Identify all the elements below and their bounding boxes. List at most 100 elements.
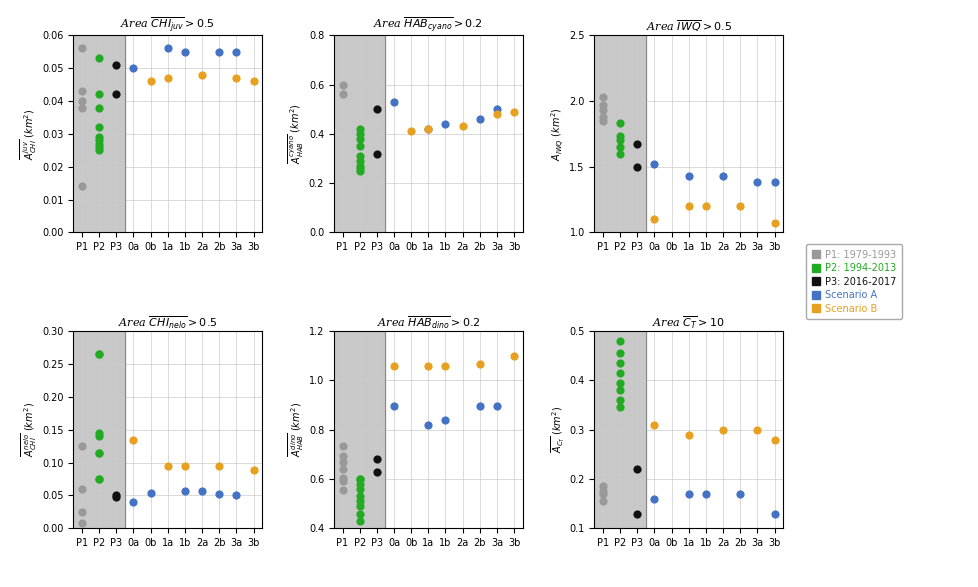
Point [646,215,662,224]
Point [595,482,610,491]
Point [646,494,662,504]
Point [143,76,158,86]
Point [177,487,193,496]
Point [159,43,175,53]
Point [351,164,367,173]
Legend: P1: 1979-1993, P2: 1994-2013, P3: 2016-2017, Scenario A, Scenario B: P1: 1979-1993, P2: 1994-2013, P3: 2016-2… [805,244,902,319]
Point [229,491,244,500]
Point [351,124,367,134]
Point [611,349,627,358]
Point [74,441,90,451]
Point [91,90,107,99]
Point [91,474,107,484]
Point [611,119,627,128]
Point [74,86,90,96]
Point [351,134,367,143]
Point [334,485,350,495]
Point [159,461,175,471]
Point [91,142,107,151]
Point [385,361,401,370]
Point [334,457,350,467]
Point [91,448,107,457]
Point [611,142,627,151]
Y-axis label: $\overline{A_{HAB}^{dino}}\ (km^2)$: $\overline{A_{HAB}^{dino}}\ (km^2)$ [287,402,306,457]
Point [351,166,367,176]
Point [177,461,193,471]
Point [91,103,107,112]
Point [91,474,107,484]
Point [629,162,645,171]
Point [334,80,350,89]
Point [229,47,244,56]
Title: Area $\overline{CHI_{juv}} > 0.5$: Area $\overline{CHI_{juv}} > 0.5$ [120,16,215,35]
Point [611,386,627,395]
Point [421,420,436,430]
Y-axis label: $\overline{A_{HAB}^{cyano}}\ (km^2)$: $\overline{A_{HAB}^{cyano}}\ (km^2)$ [287,103,306,164]
Point [437,119,453,129]
Point [74,96,90,106]
Point [229,73,244,83]
Point [595,116,610,126]
Point [91,53,107,63]
Point [334,90,350,99]
Point [421,124,436,134]
Bar [594,331,645,528]
Point [351,509,367,518]
Bar [594,35,645,232]
Point [611,336,627,346]
Point [732,201,747,211]
Point [109,492,124,502]
Title: Area $\overline{HAB_{dino}} > 0.2$: Area $\overline{HAB_{dino}} > 0.2$ [377,314,479,330]
Point [194,70,209,79]
Point [351,141,367,151]
Point [611,136,627,145]
Point [681,171,696,181]
Y-axis label: $\overline{A_{CHI}^{nelo}}\ (km^2)$: $\overline{A_{CHI}^{nelo}}\ (km^2)$ [20,402,39,457]
Point [385,402,401,411]
Point [125,497,141,507]
Point [351,497,367,506]
Y-axis label: $\overline{A_{CHI}^{juv}}\ (km^2)$: $\overline{A_{CHI}^{juv}}\ (km^2)$ [19,108,39,160]
Point [611,403,627,412]
Point [91,429,107,438]
Title: Area $\overline{CHI_{nelo}} > 0.5$: Area $\overline{CHI_{nelo}} > 0.5$ [118,314,217,330]
Point [109,60,124,69]
Point [629,140,645,149]
Point [749,425,765,434]
Point [766,509,781,518]
Point [125,63,141,73]
Point [697,489,713,498]
Y-axis label: $A_{IWQ}\ (km^2)$: $A_{IWQ}\ (km^2)$ [549,107,566,161]
Bar [333,35,385,232]
Point [715,171,731,181]
Point [489,104,505,114]
Point [334,473,350,483]
Point [91,431,107,441]
Point [489,402,505,411]
Point [421,361,436,370]
Point [74,43,90,53]
Point [351,129,367,139]
Point [211,461,227,471]
Point [611,131,627,141]
Point [732,489,747,498]
Point [74,507,90,517]
Point [646,160,662,169]
Bar [73,331,125,528]
Point [629,464,645,474]
Point [403,127,419,136]
Point [681,430,696,439]
Point [194,487,209,496]
Point [611,396,627,405]
Bar [333,331,385,528]
Point [91,133,107,142]
Point [611,149,627,158]
Point [91,136,107,145]
Point [506,351,521,360]
Point [351,501,367,511]
Point [91,349,107,359]
Point [143,488,158,498]
Point [506,107,521,116]
Point [471,402,487,411]
Point [351,491,367,501]
